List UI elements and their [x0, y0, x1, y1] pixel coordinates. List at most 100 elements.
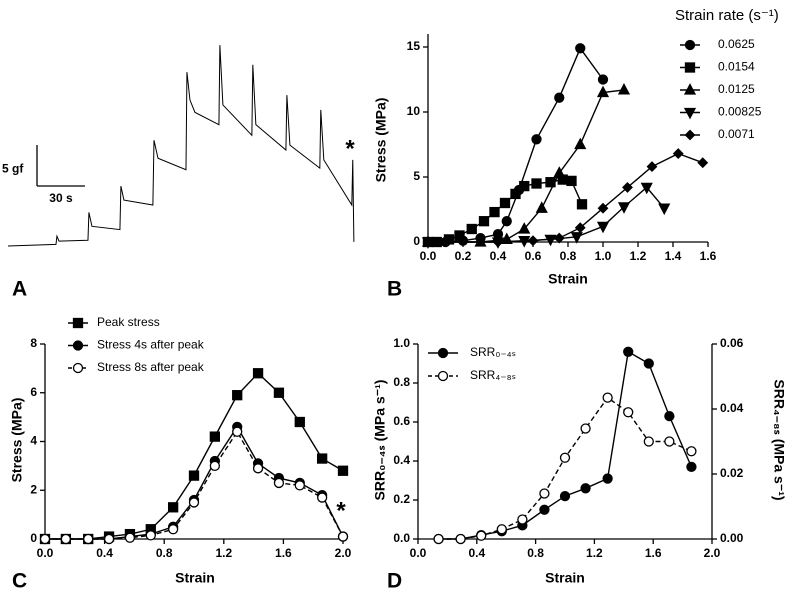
x-tick-label: 1.2 — [586, 546, 603, 560]
marker — [518, 222, 531, 234]
marker — [209, 460, 221, 472]
x-tick-label: 0.4 — [96, 546, 113, 560]
marker — [623, 346, 634, 357]
panel-label: B — [387, 278, 402, 301]
marker — [252, 463, 264, 474]
marker — [574, 137, 587, 150]
marker — [252, 368, 264, 379]
x-tick-label: 0.8 — [156, 546, 173, 560]
y-tick-label: 0 — [30, 531, 37, 545]
marker — [443, 234, 455, 245]
marker — [664, 436, 675, 447]
marker — [124, 532, 136, 543]
marker — [273, 477, 285, 489]
marker — [570, 232, 583, 244]
legend-label: SRR₄₋₈ₛ — [470, 368, 516, 382]
y2-tick-label: 0.04 — [720, 401, 744, 415]
y-tick-label: 0.4 — [393, 453, 410, 467]
x-tick-label: 1.6 — [275, 546, 292, 560]
y-tick-label: 15 — [407, 39, 421, 53]
marker — [316, 453, 328, 464]
marker — [316, 492, 328, 503]
series-line — [45, 372, 344, 540]
marker — [489, 206, 500, 218]
x-axis-label: Strain — [545, 570, 585, 586]
marker — [646, 161, 658, 173]
x-tick-label: 1.0 — [595, 249, 612, 263]
legend-marker — [683, 107, 697, 120]
legend-marker — [683, 83, 697, 95]
marker — [531, 134, 542, 145]
marker — [510, 188, 521, 200]
x-tick-label: 1.6 — [645, 546, 662, 560]
x-tick-label: 1.2 — [215, 546, 232, 560]
marker — [476, 530, 487, 541]
x-tick-label: 2.0 — [335, 546, 352, 560]
x-tick-label: 0.0 — [420, 249, 437, 263]
series-line — [428, 152, 703, 243]
series-line — [428, 89, 625, 243]
series-line — [438, 396, 692, 540]
panel-label: A — [12, 278, 27, 301]
marker — [454, 230, 465, 241]
marker — [640, 182, 653, 195]
marker — [103, 533, 115, 545]
marker — [580, 423, 591, 434]
marker — [643, 358, 654, 369]
marker — [478, 216, 490, 227]
marker — [544, 234, 557, 247]
marker — [337, 531, 349, 542]
y-tick-label: 10 — [407, 104, 421, 118]
x-tick-label: 0.8 — [527, 546, 544, 560]
y-tick-label: 1.0 — [393, 336, 410, 350]
y-tick-label: 0.2 — [393, 492, 410, 506]
x-tick-label: 0.6 — [525, 249, 542, 263]
legend-marker — [72, 362, 84, 374]
legend-marker — [684, 39, 696, 51]
x-tick-label: 0.0 — [37, 546, 54, 560]
marker — [686, 461, 697, 473]
legend-label: 0.0154 — [718, 60, 755, 74]
marker — [455, 533, 466, 545]
x-axis-label: Strain — [175, 570, 215, 586]
marker — [617, 202, 631, 214]
marker — [617, 83, 631, 95]
marker — [580, 483, 591, 494]
series-line — [428, 178, 583, 243]
y-tick-label: 0.8 — [393, 375, 410, 389]
y-axis-label: Stress (MPa) — [373, 98, 389, 183]
marker — [273, 387, 285, 398]
x-tick-label: 0.2 — [455, 249, 472, 263]
y-tick-label: 8 — [30, 336, 37, 350]
legend-label: 0.0071 — [718, 127, 755, 141]
marker — [539, 488, 550, 499]
x-tick-label: 0.4 — [468, 546, 485, 560]
x-tick-label: 0.0 — [410, 546, 427, 560]
marker — [519, 180, 530, 192]
annotation: * — [336, 497, 346, 524]
marker — [39, 533, 51, 545]
marker — [622, 181, 633, 193]
marker — [535, 201, 548, 213]
marker — [553, 232, 565, 244]
marker — [466, 223, 477, 235]
x-tick-label: 1.2 — [630, 249, 647, 263]
y-tick-label: 0.6 — [393, 414, 410, 428]
y2-tick-label: 0.00 — [720, 531, 744, 545]
marker — [145, 530, 156, 541]
marker — [553, 166, 566, 178]
legend-label: 0.0625 — [718, 37, 755, 51]
marker — [83, 533, 94, 545]
x-tick-label: 0.8 — [560, 249, 577, 263]
marker — [559, 490, 571, 502]
marker — [658, 203, 671, 216]
legend-label: Peak stress — [97, 315, 160, 329]
marker — [294, 480, 305, 491]
marker — [167, 502, 179, 513]
legend-marker — [684, 62, 696, 73]
legend-marker — [437, 347, 449, 359]
x-tick-label: 0.4 — [490, 249, 507, 263]
x-tick-label: 2.0 — [704, 546, 721, 560]
x-axis-label: Strain — [548, 271, 588, 287]
